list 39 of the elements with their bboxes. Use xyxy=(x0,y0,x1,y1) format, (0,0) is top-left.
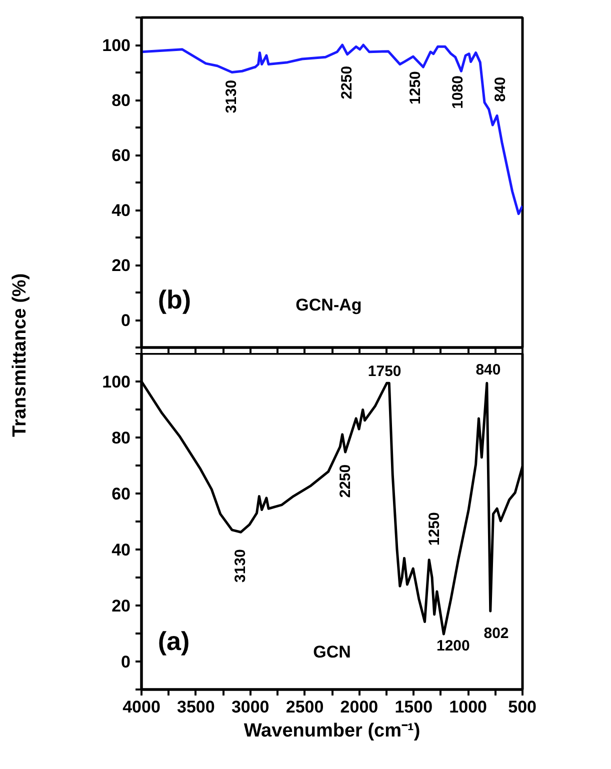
x-tick-label: 2000 xyxy=(340,698,378,716)
annotation: 3130 xyxy=(232,549,249,583)
y-tick-label: 100 xyxy=(102,36,131,55)
annotation: 2250 xyxy=(336,464,354,498)
annotation: (b) xyxy=(158,284,192,314)
annotation: 1200 xyxy=(436,637,470,654)
y-axis-title: Transmittance (%) xyxy=(8,273,32,437)
y-tick-label: 0 xyxy=(121,311,131,330)
x-tick-label: 1500 xyxy=(394,698,433,716)
x-tick-label: 3500 xyxy=(177,698,215,716)
y-tick-label: 80 xyxy=(112,91,131,110)
x-tick-label: 4000 xyxy=(122,698,160,716)
x-tick-label: 500 xyxy=(508,698,537,716)
y-tick-label: 40 xyxy=(112,540,131,560)
y-tick-label: 20 xyxy=(112,256,131,275)
annotation: 802 xyxy=(484,624,509,642)
annotation: 1250 xyxy=(407,71,424,104)
annotation: 2250 xyxy=(338,66,356,100)
annotation: 1080 xyxy=(449,76,466,109)
x-tick-label: 3000 xyxy=(231,698,270,716)
y-tick-label: 40 xyxy=(112,201,131,220)
x-axis-title: Wavenumber (cm⁻¹) xyxy=(244,720,420,742)
annotation: 1750 xyxy=(368,362,402,380)
line-series xyxy=(142,44,522,216)
y-tick-label: 20 xyxy=(112,596,131,616)
annotation: (a) xyxy=(158,626,190,656)
annotation: 3130 xyxy=(223,80,240,114)
y-tick-label: 100 xyxy=(102,372,131,392)
x-tick-label: 2500 xyxy=(286,698,324,716)
y-tick-label: 80 xyxy=(112,428,131,448)
annotation: 840 xyxy=(492,76,509,102)
y-tick-label: 0 xyxy=(121,652,131,672)
annotation: 840 xyxy=(476,362,501,378)
text: GCN xyxy=(313,642,351,662)
annotation: GCN-Ag xyxy=(296,296,362,314)
x-tick-label: 1000 xyxy=(449,698,487,716)
y-tick-label: 60 xyxy=(112,484,131,504)
y-tick-label: 60 xyxy=(112,146,131,165)
annotation: 1250 xyxy=(426,512,443,546)
